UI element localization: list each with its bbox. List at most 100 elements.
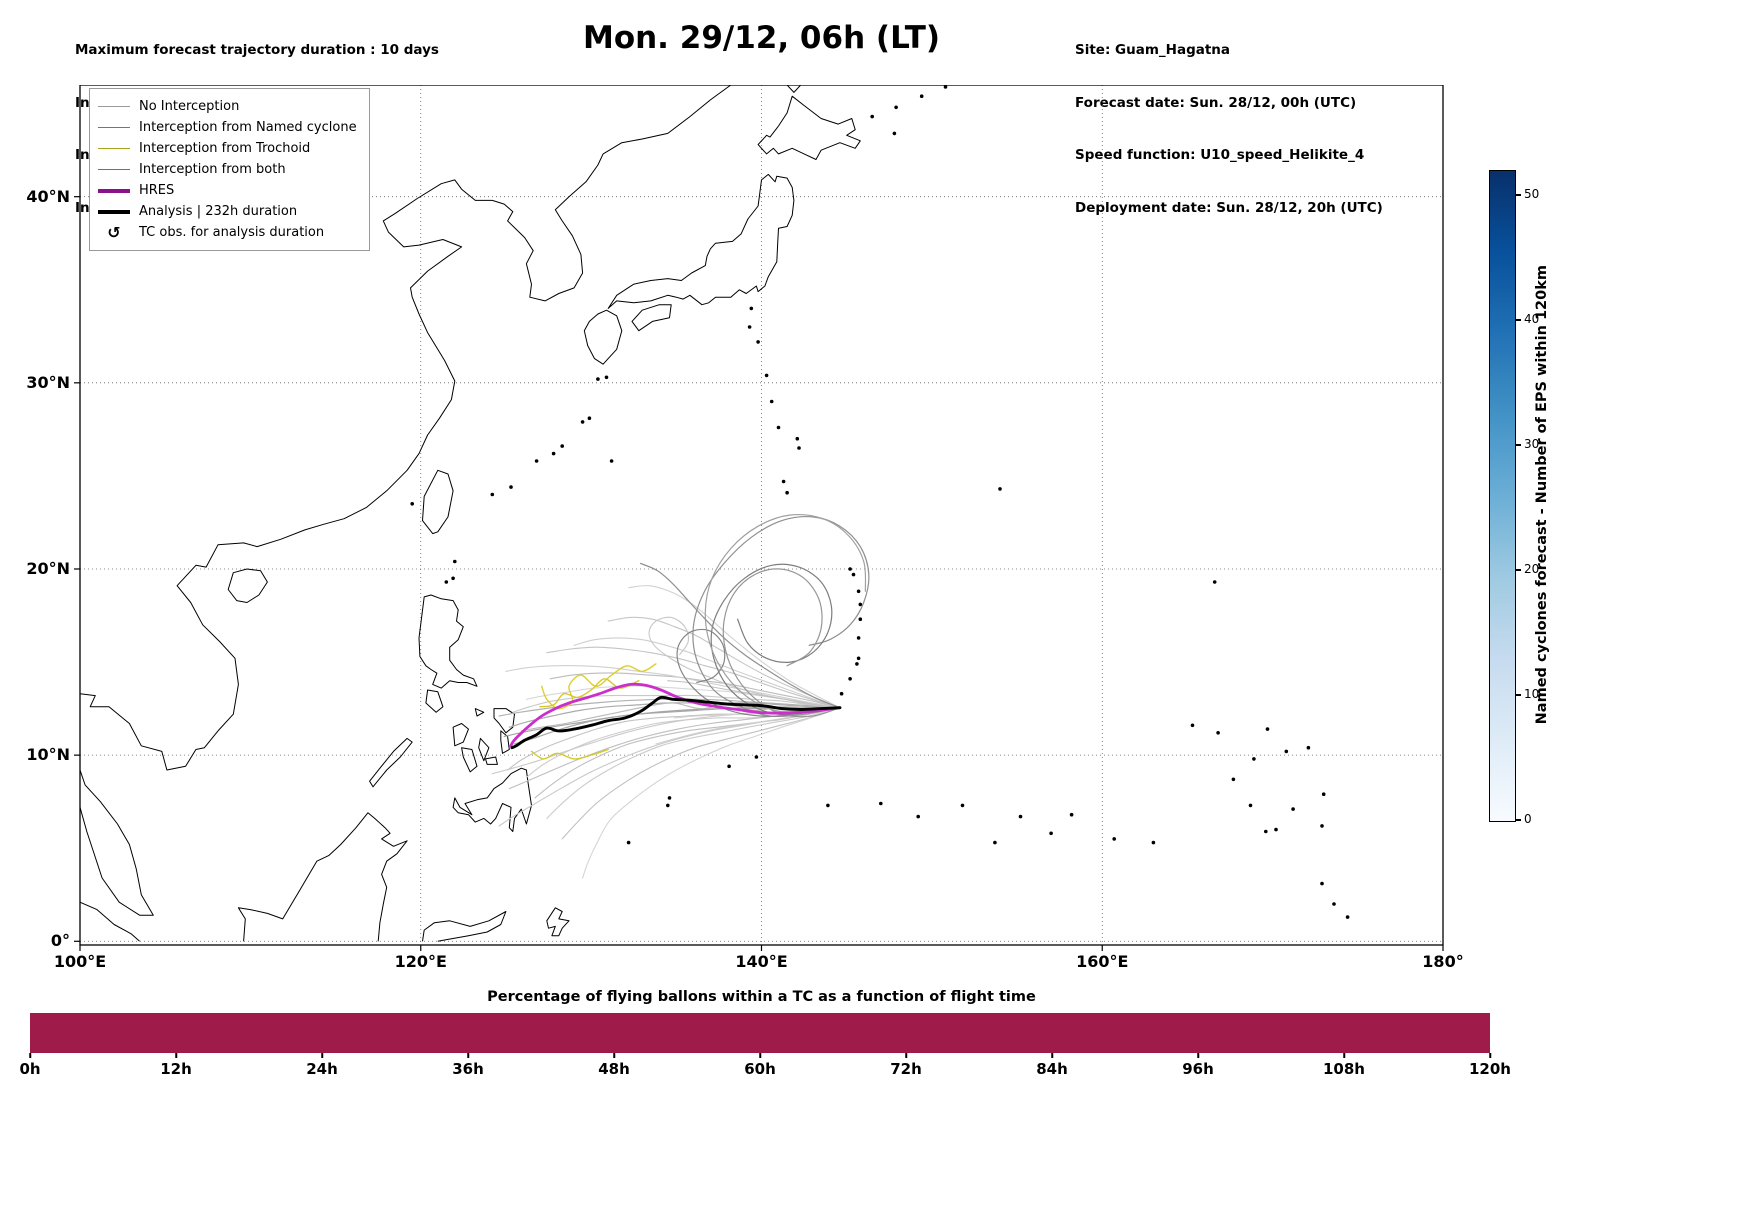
island-dot: [998, 487, 1002, 491]
island-dot: [892, 131, 897, 136]
y-axis-tick-label: 10°N: [26, 745, 70, 765]
island-dot: [626, 840, 631, 845]
island-dot: [826, 803, 830, 808]
page-title: Mon. 29/12, 06h (LT): [582, 20, 941, 56]
island-dot: [1112, 837, 1116, 841]
legend-line-swatch: [98, 168, 130, 171]
flight-time-tick-mark: [321, 1053, 323, 1058]
island-dot: [1216, 731, 1220, 735]
island-dot: [764, 373, 769, 378]
island-dot: [855, 662, 859, 666]
flight-time-tick-label: 84h: [1036, 1060, 1068, 1078]
flight-time-tick-label: 108h: [1323, 1060, 1365, 1078]
trajectory-no_interception: [667, 680, 841, 709]
flight-time-tick-mark: [175, 1053, 177, 1058]
colorbar-tick-label: 0: [1524, 812, 1532, 826]
island-dot: [856, 589, 861, 594]
island-dot: [776, 425, 781, 430]
trajectory-no_interception: [520, 702, 841, 732]
map-legend: No Interception Interception from Named c…: [89, 88, 370, 251]
flight-time-tick-label: 48h: [598, 1060, 630, 1078]
flight-time-tick-label: 96h: [1182, 1060, 1214, 1078]
island-dot: [1332, 902, 1336, 906]
trajectory-no_interception: [676, 628, 841, 717]
coastline-sakhalin-tip: [786, 85, 802, 93]
colorbar-tick-mark: [1515, 194, 1521, 196]
island-dot: [785, 490, 789, 495]
coastline-mindoro: [425, 689, 444, 713]
trajectory-interception_trochoid: [539, 678, 640, 708]
island-dot: [1264, 829, 1268, 834]
island-dot: [509, 485, 513, 489]
legend-line: [98, 209, 130, 214]
coastline-hainan: [227, 568, 268, 603]
colorbar-tick-label: 10: [1524, 687, 1540, 701]
island-dot: [490, 492, 495, 497]
legend-item-label: HRES: [139, 183, 175, 198]
trajectory-no_interception: [561, 707, 841, 840]
legend-item-label: Interception from Named cyclone: [139, 120, 357, 135]
island-dot: [960, 803, 965, 808]
legend-item-label: TC obs. for analysis duration: [139, 225, 325, 240]
trajectory-map: No Interception Interception from Named c…: [74, 85, 1449, 957]
island-dot: [444, 580, 449, 584]
island-dot: [609, 459, 614, 463]
island-dot: [551, 451, 556, 456]
trajectory-no_interception: [546, 707, 841, 819]
island-dot: [797, 446, 801, 450]
island-dot: [560, 444, 564, 448]
colorbar-tick-label: 30: [1524, 437, 1540, 451]
flight-time-tick-mark: [1343, 1053, 1345, 1058]
island-dot: [1291, 807, 1295, 811]
flight-time-tick-label: 120h: [1469, 1060, 1511, 1078]
colorbar-title: Named cyclones forecast - Number of EPS …: [1534, 170, 1550, 820]
legend-line: [98, 168, 130, 171]
coastline-borneo: [237, 812, 408, 942]
island-dot: [667, 796, 672, 800]
coastline-sulawesi: [422, 911, 507, 942]
legend-line: [98, 147, 130, 150]
island-dot: [453, 559, 457, 564]
x-axis-tick-label: 120°E: [394, 952, 447, 971]
island-dot: [1321, 792, 1326, 796]
legend-line-swatch: [98, 105, 130, 108]
coastline-hokkaido: [757, 95, 861, 160]
flight-time-tick-label: 36h: [452, 1060, 484, 1078]
coastline-panay: [452, 723, 469, 747]
island-dot: [1018, 814, 1023, 819]
legend-line-swatch: [98, 209, 130, 214]
trajectory-interception_trochoid: [530, 748, 609, 760]
colorbar-tick-label: 50: [1524, 187, 1540, 201]
island-dot: [851, 572, 856, 577]
trajectory-no_interception: [607, 616, 841, 709]
island-dot: [587, 416, 592, 421]
island-dot: [1345, 915, 1350, 919]
flight-time-tick-mark: [613, 1053, 615, 1058]
colorbar-title-text: Named cyclones forecast - Number of EPS …: [1534, 265, 1550, 725]
x-axis-tick-label: 160°E: [1076, 952, 1129, 971]
legend-item-label: No Interception: [139, 99, 240, 114]
trajectory-no_interception: [628, 585, 841, 709]
colorbar-tick-mark: [1515, 319, 1521, 321]
colorbar: [1489, 170, 1516, 822]
x-axis-tick-label: 180°: [1422, 952, 1464, 971]
y-axis-tick-label: 20°N: [26, 558, 70, 578]
island-dot: [848, 567, 852, 571]
flight-time-tick-mark: [29, 1053, 31, 1058]
flight-time-bar: [30, 1013, 1490, 1053]
legend-item: No Interception: [98, 96, 357, 117]
coastline-mainland-asia: [80, 85, 732, 771]
y-axis-tick-label: 40°N: [26, 186, 70, 206]
flight-time-tick-label: 0h: [19, 1060, 41, 1078]
island-dot: [1274, 827, 1278, 832]
tc-obs-cyclone-icon: ↺: [107, 223, 121, 242]
coastline-malay-peninsula: [80, 769, 154, 916]
island-dot: [879, 801, 883, 806]
y-axis-tick-label: 30°N: [26, 372, 70, 392]
island-dot: [993, 840, 997, 845]
island-dot: [580, 420, 585, 424]
deployment-date-text: Deployment date: Sun. 28/12, 20h (UTC): [1075, 199, 1383, 216]
island-dot: [1212, 580, 1217, 584]
island-dot: [858, 617, 863, 621]
coastline-taiwan: [422, 469, 454, 535]
